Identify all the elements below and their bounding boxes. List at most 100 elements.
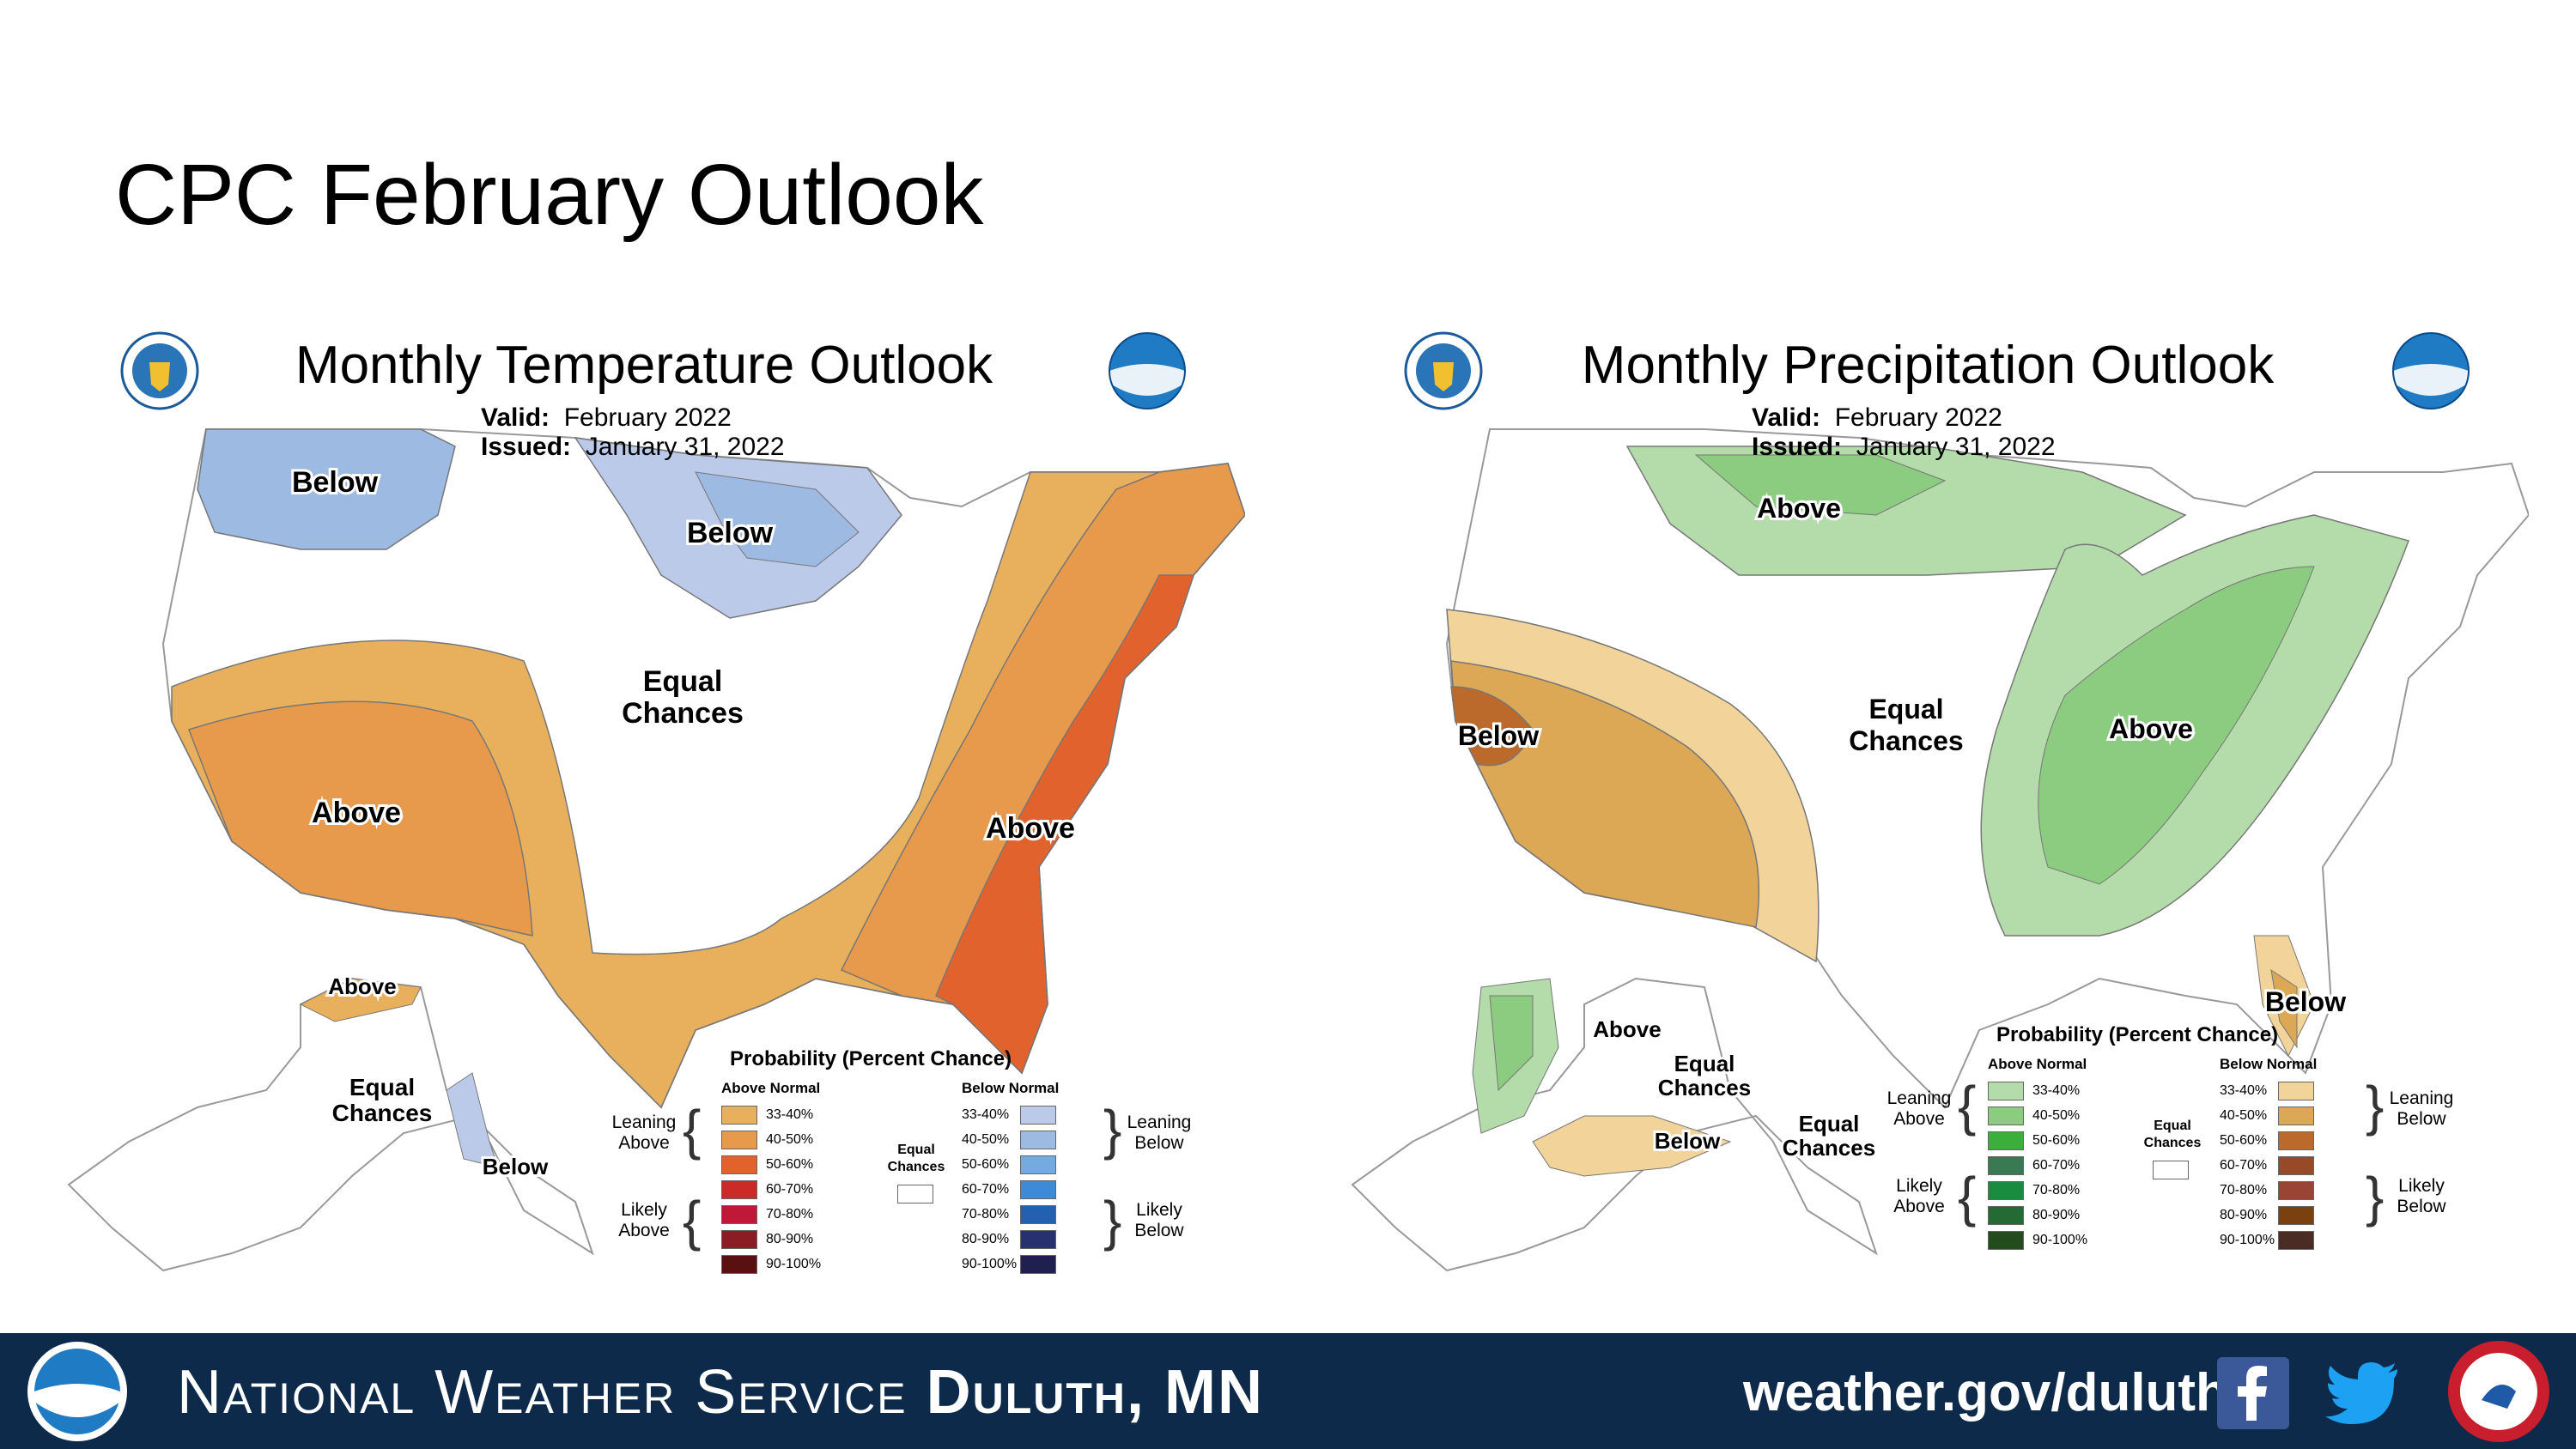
below-swatch-5 bbox=[2278, 1206, 2314, 1225]
likely-below-label: Likely Below bbox=[1134, 1200, 1184, 1240]
below-swatch-3 bbox=[2278, 1156, 2314, 1175]
equal-chances-label: Equal Chances bbox=[2143, 1119, 2202, 1150]
legend-above-header: Above Normal bbox=[721, 1080, 821, 1096]
temperature-outlook-panel: Below Below Equal Chances Above Above Ab… bbox=[43, 318, 1245, 1288]
valid-value: February 2022 bbox=[563, 403, 732, 432]
alaska-above-inner bbox=[1489, 995, 1534, 1092]
commerce-seal-icon bbox=[1404, 331, 1483, 410]
above-swatch-1 bbox=[721, 1131, 757, 1149]
below-swatch-label-4: 70-80% bbox=[962, 1207, 1010, 1222]
above-sw-40-50 bbox=[188, 700, 533, 937]
valid-value: February 2022 bbox=[1834, 403, 2002, 432]
above-swatch-2 bbox=[1988, 1131, 2024, 1150]
leaning-above-label: Leaning Above bbox=[611, 1113, 677, 1153]
likely-above-label: Likely Above bbox=[1893, 1176, 1945, 1216]
below-swatch-label-0: 33-40% bbox=[962, 1107, 1010, 1122]
below-swatch-label-1: 40-50% bbox=[2220, 1108, 2268, 1123]
above-swatch-label-4: 70-80% bbox=[766, 1207, 814, 1222]
brace-likely-above: { bbox=[1958, 1166, 1977, 1228]
temperature-map: Below Below Equal Chances Above Above Ab… bbox=[67, 428, 1245, 1272]
below-swatch-label-5: 80-90% bbox=[2220, 1208, 2268, 1222]
above-swatch-0 bbox=[721, 1106, 757, 1125]
leaning-above-label: Leaning Above bbox=[1886, 1088, 1952, 1129]
website-link[interactable]: weather.gov/duluth bbox=[1743, 1363, 2228, 1422]
leaning-below-label: Leaning Below bbox=[2389, 1088, 2454, 1129]
footer-bar: National Weather Service Duluth, MN weat… bbox=[0, 1333, 2576, 1449]
label-ak-below: Below bbox=[483, 1154, 549, 1179]
issued-value: January 31, 2022 bbox=[1856, 433, 2056, 461]
precipitation-legend: Probability (Percent Chance) Above Norma… bbox=[1876, 1023, 2477, 1250]
above-swatch-label-1: 40-50% bbox=[2032, 1108, 2081, 1123]
brace-leaning-below: } bbox=[1103, 1099, 1122, 1161]
alaska-outline bbox=[67, 977, 594, 1272]
alaska-below-region bbox=[1532, 1115, 1732, 1177]
equal-chances-swatch bbox=[897, 1185, 933, 1203]
label-ak-above: Above bbox=[1593, 1016, 1661, 1042]
equal-chances-label: Equal Chances bbox=[887, 1143, 945, 1174]
above-swatch-2 bbox=[721, 1155, 757, 1174]
twitter-icon[interactable] bbox=[2324, 1357, 2401, 1434]
label-ak-equal-2: Chances bbox=[1658, 1075, 1751, 1100]
label-above-se: Above bbox=[986, 812, 1075, 845]
brace-leaning-above: { bbox=[1958, 1075, 1977, 1137]
precipitation-title: Monthly Precipitation Outlook bbox=[1581, 336, 2275, 395]
above-swatch-4 bbox=[721, 1205, 757, 1224]
label-below-fl: Below bbox=[2265, 986, 2346, 1017]
temperature-meta: Valid: February 2022 Issued: January 31,… bbox=[481, 403, 785, 462]
alaska-below-region bbox=[446, 1072, 499, 1168]
temperature-title: Monthly Temperature Outlook bbox=[295, 336, 993, 395]
equal-chances-swatch bbox=[2153, 1161, 2189, 1179]
brace-likely-below: } bbox=[2366, 1166, 2385, 1228]
below-swatch-2 bbox=[2278, 1131, 2314, 1150]
leaning-below-label: Leaning Below bbox=[1127, 1113, 1192, 1153]
below-swatch-label-6: 90-100% bbox=[962, 1257, 1018, 1271]
below-swatch-label-2: 50-60% bbox=[962, 1157, 1010, 1172]
above-se-50-60 bbox=[935, 574, 1195, 1075]
valid-label: Valid: bbox=[481, 403, 550, 432]
below-swatch-4 bbox=[1020, 1205, 1056, 1224]
above-swatch-label-6: 90-100% bbox=[2032, 1233, 2088, 1247]
brace-leaning-below: } bbox=[2366, 1075, 2385, 1137]
above-swatch-label-5: 80-90% bbox=[2032, 1208, 2081, 1222]
below-swatch-label-0: 33-40% bbox=[2220, 1083, 2268, 1098]
facebook-icon[interactable] bbox=[2217, 1357, 2289, 1434]
above-swatch-label-5: 80-90% bbox=[766, 1232, 814, 1246]
above-swatch-0 bbox=[1988, 1082, 2024, 1100]
issued-value: January 31, 2022 bbox=[585, 433, 785, 461]
noaa-logo-icon bbox=[2391, 331, 2470, 410]
above-swatch-label-2: 50-60% bbox=[2032, 1133, 2081, 1148]
below-w-50-60 bbox=[1450, 686, 1534, 767]
below-swatch-label-3: 60-70% bbox=[962, 1182, 1010, 1197]
below-swatch-label-2: 50-60% bbox=[2220, 1133, 2268, 1148]
label-below-n: Below bbox=[687, 517, 774, 549]
slide-title: CPC February Outlook bbox=[115, 147, 984, 243]
label-equal-1: Equal bbox=[643, 665, 723, 698]
above-swatch-3 bbox=[1988, 1156, 2024, 1175]
commerce-seal-icon bbox=[120, 331, 199, 410]
above-swatch-label-6: 90-100% bbox=[766, 1257, 822, 1271]
likely-below-label: Likely Below bbox=[2397, 1176, 2446, 1216]
below-swatch-4 bbox=[2278, 1181, 2314, 1200]
below-n-inner bbox=[695, 471, 860, 567]
below-fl-inner bbox=[2270, 968, 2298, 1049]
above-swatch-6 bbox=[1988, 1231, 2024, 1250]
below-swatch-label-5: 80-90% bbox=[962, 1232, 1010, 1246]
valid-label: Valid: bbox=[1752, 403, 1821, 432]
noaa-logo-icon bbox=[26, 1340, 129, 1447]
nws-logo-icon bbox=[2447, 1340, 2550, 1447]
label-equal-2: Chances bbox=[1849, 725, 1963, 756]
above-swatch-5 bbox=[721, 1230, 757, 1249]
label-below-w: Below bbox=[1458, 720, 1539, 751]
above-swatch-label-3: 60-70% bbox=[766, 1182, 814, 1197]
noaa-logo-icon bbox=[1108, 331, 1187, 410]
label-below-nw: Below bbox=[292, 466, 379, 499]
below-swatch-label-1: 40-50% bbox=[962, 1132, 1010, 1147]
below-swatch-2 bbox=[1020, 1155, 1056, 1174]
issued-label: Issued: bbox=[481, 433, 572, 461]
legend-title: Probability (Percent Chance) bbox=[730, 1047, 1012, 1070]
precipitation-map: Above Equal Chances Below Above Below Ab… bbox=[1351, 428, 2529, 1272]
above-swatch-label-0: 33-40% bbox=[766, 1107, 814, 1122]
label-ak-below: Below bbox=[1655, 1128, 1721, 1154]
below-swatch-label-3: 60-70% bbox=[2220, 1158, 2268, 1173]
above-swatch-3 bbox=[721, 1180, 757, 1199]
